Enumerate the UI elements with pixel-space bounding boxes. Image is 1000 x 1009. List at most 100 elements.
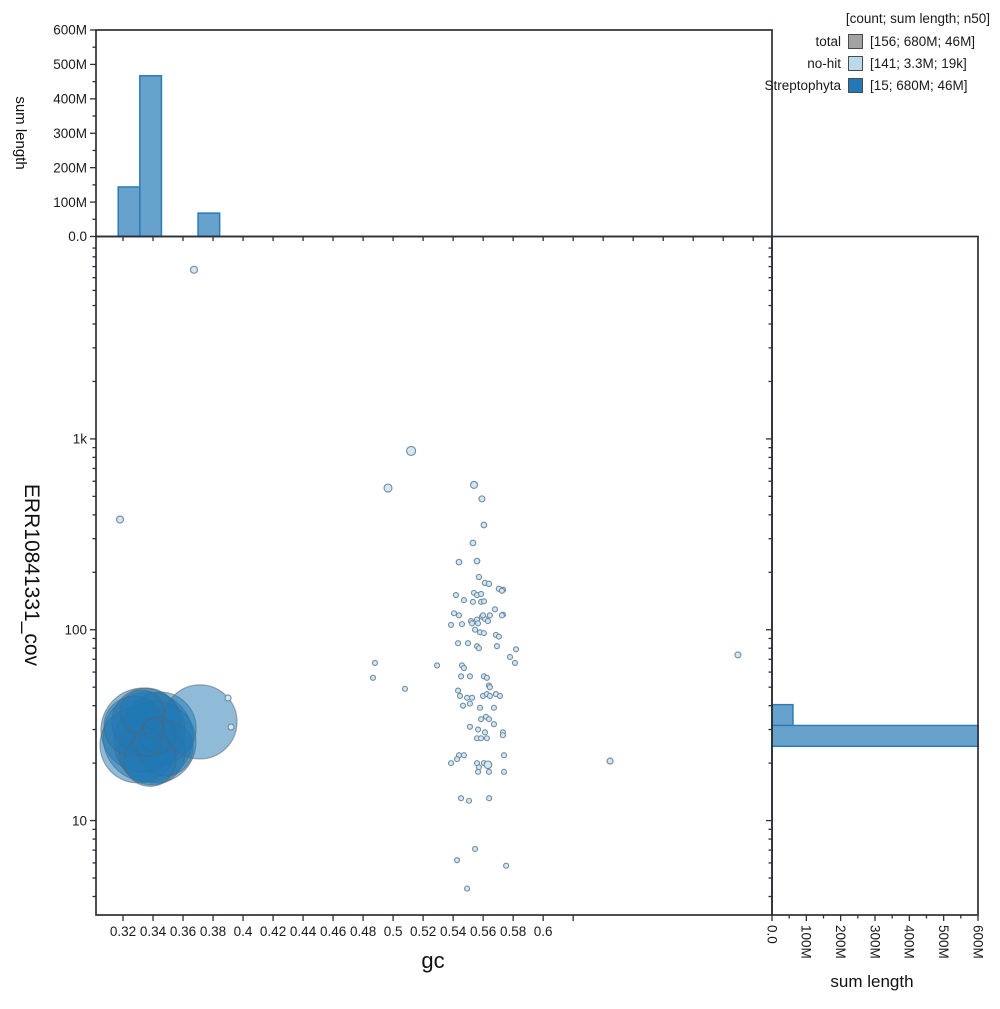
scatter-point-no-hit (224, 694, 232, 702)
x-axis-tick-label: 0.56 (470, 924, 496, 939)
scatter-point-no-hit (498, 612, 505, 619)
scatter-bubble-streptophyta (142, 717, 164, 739)
scatter-point-no-hit (493, 643, 500, 650)
top-hist-y-tick-label: 200M (53, 160, 87, 175)
x-axis-tick-label: 0.32 (110, 924, 136, 939)
scatter-point-no-hit (483, 674, 490, 681)
x-axis-tick-label: 0.48 (350, 924, 376, 939)
scatter-point-no-hit (459, 702, 467, 709)
top-hist-bar (117, 186, 141, 238)
scatter-point-no-hit (491, 606, 499, 613)
y-axis-tick-label: 100 (64, 622, 87, 637)
scatter-point-no-hit (495, 633, 502, 640)
scatter-point-no-hit (499, 732, 507, 739)
scatter-point-no-hit (475, 573, 483, 581)
legend-row-no-hit: no-hit [141; 3.3M; 19k] (764, 52, 992, 74)
scatter-point-no-hit (503, 862, 510, 869)
legend-header: [count; sum length; n50] (845, 11, 990, 26)
scatter-point-no-hit (474, 620, 482, 627)
scatter-point-no-hit (453, 857, 461, 864)
scatter-point-no-hit (498, 587, 505, 594)
top-hist-y-tick-label: 300M (53, 126, 87, 141)
y-axis-tick-label: 10 (72, 813, 87, 828)
x-axis-tick-label: 0.58 (500, 924, 526, 939)
scatter-point-no-hit (465, 797, 473, 804)
scatter-point-no-hit (434, 662, 441, 669)
scatter-point-no-hit (477, 590, 485, 598)
legend-label-total: total (815, 33, 841, 49)
scatter-point-no-hit (479, 612, 487, 619)
scatter-point-no-hit (227, 723, 235, 731)
scatter-bubble-streptophyta (162, 684, 238, 760)
scatter-point-no-hit (486, 692, 493, 699)
legend-label-streptophyta: Streptophyta (764, 77, 841, 93)
scatter-point-no-hit (481, 729, 488, 736)
scatter-point-no-hit (468, 694, 476, 701)
right-hist-x-tick-label: 100M (799, 925, 814, 959)
legend: [count; sum length; n50] total [156; 680… (764, 11, 992, 96)
top-hist-y-tick-label: 0.0 (68, 229, 87, 244)
scatter-point-no-hit (460, 597, 467, 604)
scatter-point-no-hit (480, 598, 488, 605)
right-hist-bar (771, 724, 979, 748)
top-hist-y-tick-label: 400M (53, 92, 87, 107)
scatter-point-no-hit (455, 687, 462, 694)
scatter-point-no-hit (466, 700, 473, 707)
scatter-point-no-hit (468, 620, 476, 627)
right-hist-x-tick-label: 600M (970, 925, 985, 959)
scatter-point-no-hit (480, 521, 488, 529)
scatter-point-no-hit (189, 265, 199, 274)
scatter-point-no-hit (506, 653, 514, 661)
x-axis-tick-label: 0.46 (320, 924, 346, 939)
scatter-point-no-hit (486, 612, 493, 619)
legend-swatch-streptophyta (848, 77, 863, 93)
scatter-point-no-hit (466, 673, 473, 680)
scatter-point-no-hit (483, 735, 490, 742)
scatter-point-no-hit (484, 618, 491, 625)
right-hist-x-tick-label: 400M (902, 925, 917, 959)
scatter-point-no-hit (486, 684, 493, 691)
x-axis-tick-label: 0.36 (170, 924, 196, 939)
scatter-point-no-hit (483, 760, 493, 770)
scatter-point-no-hit (486, 795, 493, 802)
right-hist-x-tick-label: 0.0 (764, 925, 779, 944)
scatter-point-no-hit (371, 659, 379, 666)
x-axis-tick-label: 0.34 (140, 924, 167, 939)
scatter-point-no-hit (464, 885, 471, 892)
scatter-point-no-hit (401, 685, 409, 692)
scatter-point-no-hit (115, 515, 125, 524)
scatter-point-no-hit (469, 598, 476, 605)
scatter-point-no-hit (406, 445, 417, 456)
scatter-point-no-hit (474, 726, 482, 733)
scatter-point-no-hit (455, 558, 463, 566)
right-hist-x-tick-label: 200M (833, 925, 848, 959)
scatter-point-no-hit (464, 694, 471, 701)
top-hist-y-tick-label: 100M (53, 195, 87, 210)
scatter-point-no-hit (485, 580, 493, 587)
scatter-point-no-hit (453, 756, 461, 763)
main-panel-border (95, 235, 773, 916)
legend-values-total: [156; 680M; 46M] (870, 33, 976, 49)
scatter-point-no-hit (475, 645, 482, 652)
legend-label-no-hit: no-hit (807, 55, 841, 71)
scatter-point-no-hit (512, 646, 520, 653)
scatter-point-no-hit (478, 495, 486, 503)
legend-swatch-no-hit (848, 55, 863, 71)
top-hist-y-tick-label: 500M (53, 57, 87, 72)
scatter-point-no-hit (480, 630, 487, 637)
x-axis-tick-label: 0.4 (234, 924, 253, 939)
top-hist-y-axis-title: sum length (12, 96, 29, 170)
right-hist-x-axis-title: sum length (830, 972, 914, 991)
scatter-point-no-hit (458, 621, 466, 628)
scatter-point-no-hit (383, 483, 393, 493)
scatter-point-no-hit (450, 610, 458, 617)
x-axis-tick-label: 0.6 (534, 924, 553, 939)
main-x-axis-title: gc (421, 948, 445, 973)
legend-row-streptophyta: Streptophyta [15; 680M; 46M] (764, 74, 992, 96)
scatter-point-no-hit (456, 692, 464, 699)
scatter-point-no-hit (474, 768, 482, 775)
scatter-point-no-hit (464, 640, 472, 647)
scatter-point-no-hit (490, 704, 497, 711)
